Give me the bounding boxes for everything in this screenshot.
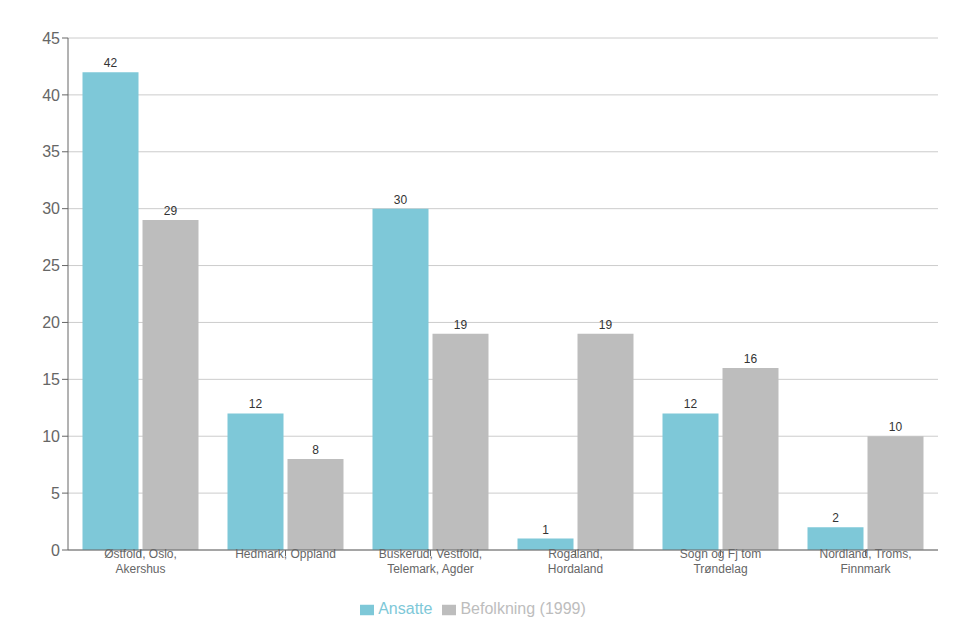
svg-text:Buskerud, Vestfold,Telemark, A: Buskerud, Vestfold,Telemark, Agder [379,547,482,576]
svg-text:19: 19 [599,318,613,332]
svg-text:12: 12 [684,397,698,411]
svg-text:Nordland, Troms,Finnmark: Nordland, Troms,Finnmark [819,547,911,576]
svg-text:Østfold, Oslo,Akershus: Østfold, Oslo,Akershus [104,547,177,576]
html-text:Befolkning (1999): Befolkning (1999) [460,600,586,617]
svg-text:Hedmark, Oppland: Hedmark, Oppland [235,547,336,561]
svg-text:25: 25 [42,257,60,274]
svg-text:Rogaland,Hordaland: Rogaland,Hordaland [548,547,603,576]
svg-text:5: 5 [51,485,60,502]
svg-text:10: 10 [889,420,903,434]
svg-text:0: 0 [51,542,60,559]
svg-text:30: 30 [42,200,60,217]
svg-text:12: 12 [249,397,263,411]
svg-text:1: 1 [542,523,549,537]
svg-text:42: 42 [104,56,118,70]
svg-text:35: 35 [42,143,60,160]
html-text:Ansatte: Ansatte [378,600,433,617]
svg-text:19: 19 [454,318,468,332]
svg-text:45: 45 [42,30,60,47]
svg-text:20: 20 [42,314,60,331]
svg-text:40: 40 [42,87,60,104]
svg-text:10: 10 [42,428,60,445]
svg-text:Sogn og Fj tomTrøndelag: Sogn og Fj tomTrøndelag [680,547,761,576]
svg-text:8: 8 [312,443,319,457]
svg-text:30: 30 [394,193,408,207]
svg-text:16: 16 [744,352,758,366]
svg-text:2: 2 [832,511,839,525]
svg-text:15: 15 [42,371,60,388]
svg-text:29: 29 [164,204,178,218]
